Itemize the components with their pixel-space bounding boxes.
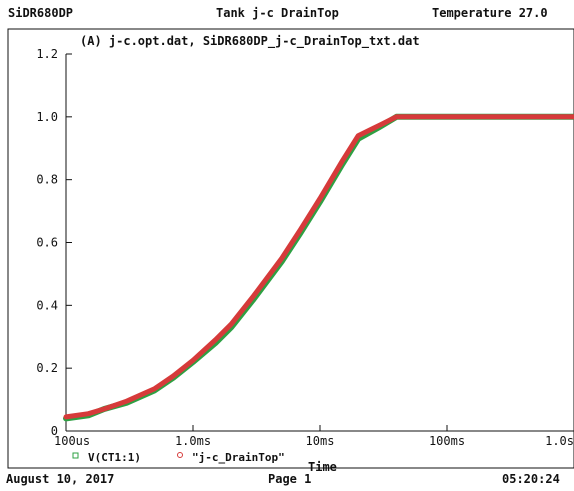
legend-marker xyxy=(177,452,183,458)
x-axis-label: Time xyxy=(308,460,337,474)
legend-marker xyxy=(72,452,79,459)
x-tick-label: 10ms xyxy=(306,434,335,448)
legend: V(CT1:1) "j-c_DrainTop" xyxy=(72,451,285,464)
y-tick-label: 0 xyxy=(51,424,58,438)
y-tick-label: 0.2 xyxy=(36,361,58,375)
x-ticks: 100us 1.0ms 10ms 100ms 1.0s xyxy=(54,425,574,448)
series-group xyxy=(63,113,574,422)
x-tick-label: 100us xyxy=(54,434,90,448)
header-left: SiDR680DP xyxy=(8,6,74,20)
footer-date: August 10, 2017 xyxy=(6,472,115,486)
legend-label: "j-c_DrainTop" xyxy=(192,451,285,464)
series-line-2 xyxy=(63,114,574,420)
x-tick-label: 1.0s xyxy=(545,434,574,448)
header-right: Temperature 27.0 xyxy=(432,6,548,20)
y-tick-label: 1.2 xyxy=(36,47,58,61)
y-tick-label: 0.6 xyxy=(36,236,58,250)
y-tick-label: 0.8 xyxy=(36,173,58,187)
footer-page: Page 1 xyxy=(268,472,312,486)
y-tick-label: 0.4 xyxy=(36,298,58,312)
y-ticks: 0 0.2 0.4 0.6 0.8 1.0 1.2 xyxy=(36,47,72,438)
x-tick-label: 100ms xyxy=(429,434,465,448)
chart-title: (A) j-c.opt.dat, SiDR680DP_j-c_DrainTop_… xyxy=(80,34,420,49)
header-center: Tank j-c DrainTop xyxy=(216,6,339,20)
y-tick-label: 1.0 xyxy=(36,110,58,124)
x-tick-label: 1.0ms xyxy=(175,434,211,448)
footer-time: 05:20:24 xyxy=(502,472,560,486)
legend-label: V(CT1:1) xyxy=(88,451,141,464)
